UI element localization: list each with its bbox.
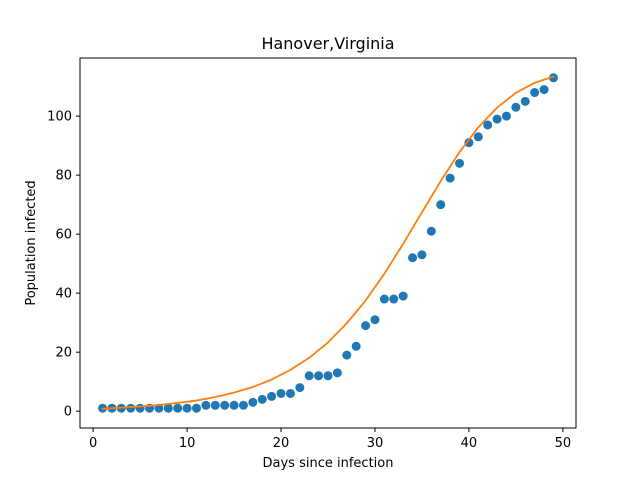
data-point (135, 403, 145, 413)
data-point (455, 158, 465, 168)
data-point (248, 397, 258, 407)
x-tick-label: 20 (273, 436, 290, 451)
y-tick-label: 20 (55, 346, 72, 361)
data-point (464, 138, 474, 148)
x-tick-label: 50 (555, 436, 572, 451)
data-point (520, 96, 530, 106)
data-point (548, 73, 558, 83)
x-tick-label: 40 (461, 436, 478, 451)
data-point (483, 120, 493, 130)
plot-area (98, 73, 558, 413)
data-point (408, 253, 418, 263)
fit-curve (101, 75, 555, 410)
data-point (220, 400, 230, 410)
data-point (492, 114, 502, 124)
data-point (436, 200, 446, 210)
y-tick-label: 0 (64, 405, 72, 420)
data-point (417, 250, 427, 260)
data-point (389, 294, 399, 304)
x-tick-label: 0 (89, 436, 97, 451)
axes-frame (79, 57, 577, 429)
data-point (285, 388, 295, 398)
data-point (314, 371, 324, 381)
data-point (501, 111, 511, 121)
data-point (126, 403, 136, 413)
data-point (398, 291, 408, 301)
data-point (173, 403, 183, 413)
data-point (323, 371, 333, 381)
x-axis: 0 10 20 30 40 50 (89, 428, 571, 451)
data-point (473, 132, 483, 142)
data-point (332, 368, 342, 378)
x-axis-label: Days since infection (263, 456, 394, 471)
y-axis-label: Population infected (24, 180, 39, 305)
x-tick-label: 30 (367, 436, 384, 451)
data-point (191, 403, 201, 413)
data-point (257, 394, 267, 404)
data-point (530, 88, 540, 98)
y-axis: 0 20 40 60 80 100 (47, 110, 80, 420)
data-point (445, 173, 455, 183)
data-point (238, 400, 248, 410)
data-point (267, 391, 277, 401)
data-point (342, 350, 352, 360)
chart-title: Hanover,Virginia (261, 34, 394, 53)
x-tick-label: 10 (179, 436, 196, 451)
data-point (426, 226, 436, 236)
data-point (210, 400, 220, 410)
data-point (379, 294, 389, 304)
data-point (511, 102, 521, 112)
data-point (361, 321, 371, 331)
y-tick-label: 100 (47, 110, 72, 125)
data-point (182, 403, 192, 413)
data-point (229, 400, 239, 410)
data-point (295, 383, 305, 393)
data-point (276, 388, 286, 398)
data-point (351, 341, 361, 351)
y-tick-label: 60 (55, 228, 72, 243)
data-point (304, 371, 314, 381)
data-point (201, 400, 211, 410)
data-point (163, 403, 173, 413)
y-tick-label: 40 (55, 287, 72, 302)
data-point (370, 315, 380, 325)
y-tick-label: 80 (55, 169, 72, 184)
data-point (539, 85, 549, 95)
